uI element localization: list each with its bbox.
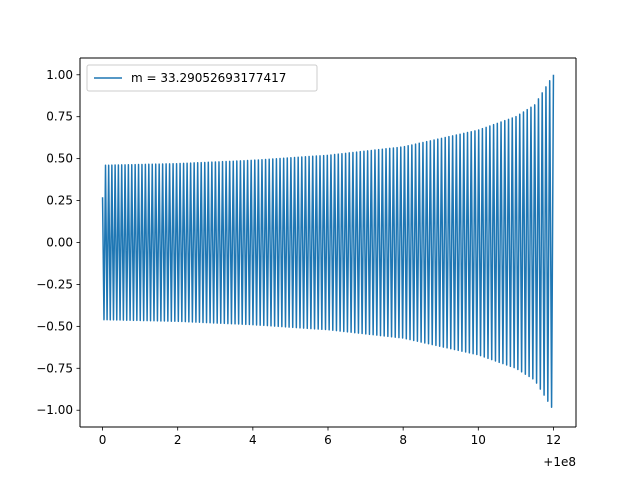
y-tick-label: 0.25 xyxy=(46,194,73,208)
legend-label: m = 33.29052693177417 xyxy=(131,71,286,85)
x-tick-label: 12 xyxy=(546,433,561,447)
y-tick-label: 0.00 xyxy=(46,236,73,250)
x-tick-label: 2 xyxy=(174,433,182,447)
legend-box xyxy=(86,64,318,92)
y-tick-label: −1.00 xyxy=(36,403,73,417)
x-tick-label: 8 xyxy=(399,433,407,447)
series-layer xyxy=(101,74,555,408)
y-axis-ticks: 1.00 0.75 0.50 0.25 0.00 −0.25 −0.50 −0.75 −1.00 xyxy=(36,68,80,417)
y-tick-label: −0.25 xyxy=(36,277,73,291)
y-tick-label: 1.00 xyxy=(46,68,73,82)
y-tick-label: 0.50 xyxy=(46,152,73,166)
y-tick-label: −0.50 xyxy=(36,319,73,333)
x-tick-label: 0 xyxy=(99,433,107,447)
x-tick-label: 6 xyxy=(324,433,332,447)
y-tick-label: −0.75 xyxy=(36,361,73,375)
x-axis-offset-label: +1e8 xyxy=(543,455,576,469)
x-tick-label: 10 xyxy=(471,433,486,447)
legend: m = 33.29052693177417 xyxy=(86,64,318,92)
y-tick-label: 0.75 xyxy=(46,110,73,124)
x-axis-ticks: 0 2 4 6 8 10 12 xyxy=(99,427,561,447)
series-line xyxy=(101,74,555,408)
x-tick-label: 4 xyxy=(249,433,257,447)
